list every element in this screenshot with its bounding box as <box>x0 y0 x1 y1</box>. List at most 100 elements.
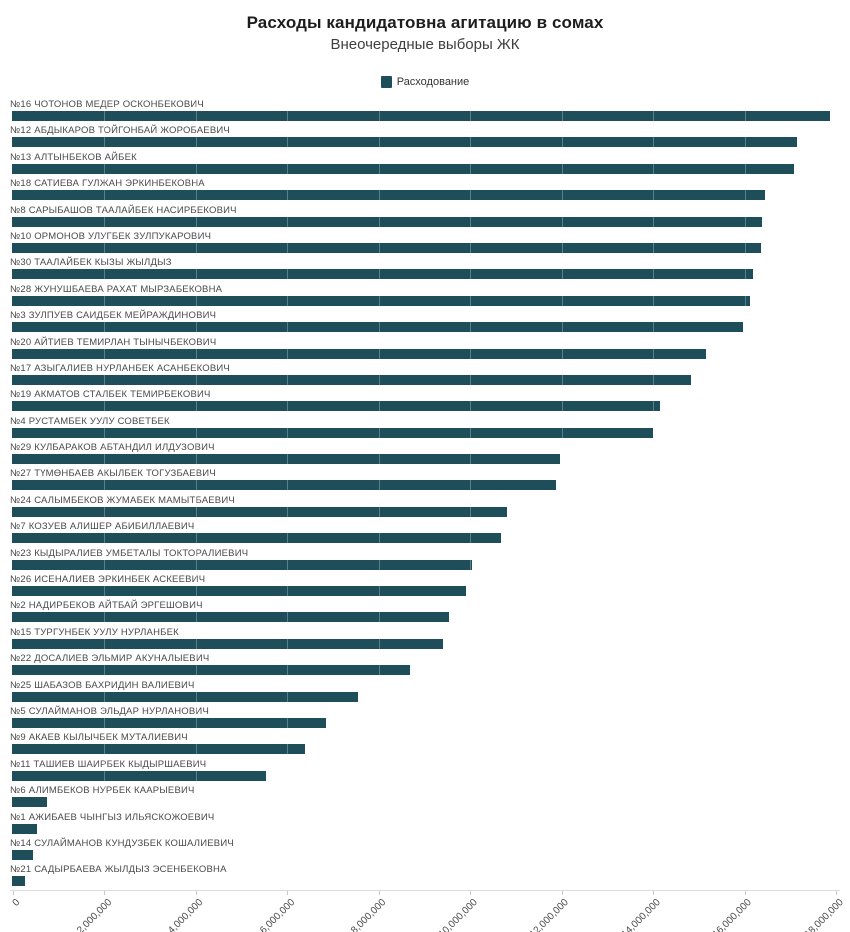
bar-row: №5 СУЛАЙМАНОВ ЭЛЬДАР НУРЛАНОВИЧ <box>10 705 840 731</box>
expense-bar[interactable] <box>12 454 560 465</box>
bar-row: №20 АЙТИЕВ ТЕМИРЛАН ТЫНЫЧБЕКОВИЧ <box>10 336 840 362</box>
expense-bar[interactable] <box>12 322 743 333</box>
candidate-label: №3 ЗУЛПУЕВ САИДБЕК МЕЙРАЖДИНОВИЧ <box>10 310 217 322</box>
bar-row: №28 ЖУНУШБАЕВА РАХАТ МЫРЗАБЕКОВНА <box>10 283 840 309</box>
expense-bar[interactable] <box>12 374 692 385</box>
x-tick-label: 14,000,000 <box>619 897 663 932</box>
candidate-label: №2 НАДИРБЕКОВ АЙТБАЙ ЭРГЕШОВИЧ <box>10 600 203 612</box>
expense-bar[interactable] <box>12 612 449 623</box>
bar-row: №4 РУСТАМБЕК УУЛУ СОВЕТБЕК <box>10 415 840 441</box>
x-tick-label: 4,000,000 <box>166 897 206 932</box>
bar-row: №26 ИСЕНАЛИЕВ ЭРКИНБЕК АСКЕЕВИЧ <box>10 573 840 599</box>
expense-bar[interactable] <box>12 717 327 728</box>
bar-row: №27 ТҮМӨНБАЕВ АКЫЛБЕК ТОГУЗБАЕВИЧ <box>10 467 840 493</box>
legend-swatch-icon <box>380 76 392 88</box>
expense-bar[interactable] <box>12 111 830 121</box>
bar-row: №16 ЧОТОНОВ МЕДЕР ОСКОНБЕКОВИЧ <box>10 98 840 124</box>
x-tick-mark <box>195 891 197 895</box>
candidate-label: №26 ИСЕНАЛИЕВ ЭРКИНБЕК АСКЕЕВИЧ <box>10 574 206 586</box>
expense-bar[interactable] <box>12 137 798 148</box>
x-tick-mark <box>653 891 654 895</box>
candidate-label: №4 РУСТАМБЕК УУЛУ СОВЕТБЕК <box>10 415 170 427</box>
bar-row: №17 АЗЫГАЛИЕВ НУРЛАНБЕК АСАНБЕКОВИЧ <box>10 362 840 388</box>
bar-row: №12 АБДЫКАРОВ ТОЙГОНБАЙ ЖОРОБАЕВИЧ <box>10 124 840 150</box>
x-tick-mark <box>378 891 380 895</box>
expense-bar[interactable] <box>12 797 48 808</box>
expense-bar[interactable] <box>12 744 306 755</box>
chart-title: Расходы кандидатовна агитацию в сомах <box>246 13 604 32</box>
expense-bar[interactable] <box>12 190 765 201</box>
bar-row: №1 АЖИБАЕВ ЧЫНГЫЗ ИЛЬЯСКОЖОЕВИЧ <box>10 811 840 837</box>
chart-subtitle: Внеочередные выборы ЖК <box>330 36 520 53</box>
expense-bar[interactable] <box>12 401 661 412</box>
expense-bar[interactable] <box>12 427 653 438</box>
candidate-label: №30 ТААЛАЙБЕК КЫЗЫ ЖЫЛДЫЗ <box>10 257 172 269</box>
bar-row: №6 АЛИМБЕКОВ НУРБЕК КААРЫЕВИЧ <box>10 784 840 810</box>
bar-row: №11 ТАШИЕВ ШАИРБЕК КЫДЫРШАЕВИЧ <box>10 758 840 784</box>
expense-bar[interactable] <box>12 559 473 570</box>
expense-bar[interactable] <box>12 163 795 174</box>
candidate-label: №27 ТҮМӨНБАЕВ АКЫЛБЕК ТОГУЗБАЕВИЧ <box>10 468 216 480</box>
x-tick-label: 2,000,000 <box>74 897 114 932</box>
x-tick-label: 16,000,000 <box>711 897 755 932</box>
x-tick-mark <box>744 891 746 895</box>
expense-bar[interactable] <box>12 876 25 887</box>
x-tick-mark <box>287 891 288 895</box>
candidate-label: №5 СУЛАЙМАНОВ ЭЛЬДАР НУРЛАНОВИЧ <box>10 705 209 717</box>
candidate-label: №17 АЗЫГАЛИЕВ НУРЛАНБЕК АСАНБЕКОВИЧ <box>10 362 230 374</box>
bar-row: №19 АКМАТОВ СТАЛБЕК ТЕМИРБЕКОВИЧ <box>10 388 840 414</box>
candidate-label: №20 АЙТИЕВ ТЕМИРЛАН ТЫНЫЧБЕКОВИЧ <box>10 336 217 348</box>
x-tick-label: 18,000,000 <box>802 897 846 932</box>
candidate-label: №19 АКМАТОВ СТАЛБЕК ТЕМИРБЕКОВИЧ <box>10 389 211 401</box>
expense-bar[interactable] <box>12 586 467 597</box>
candidate-label: №8 САРЫБАШОВ ТААЛАЙБЕК НАСИРБЕКОВИЧ <box>10 204 237 216</box>
expense-bar[interactable] <box>12 665 410 676</box>
candidate-label: №1 АЖИБАЕВ ЧЫНГЫЗ ИЛЬЯСКОЖОЕВИЧ <box>10 811 215 823</box>
x-tick-mark <box>104 891 105 895</box>
x-tick-label: 8,000,000 <box>349 897 389 932</box>
expense-bar[interactable] <box>12 823 38 834</box>
expense-bar[interactable] <box>12 770 266 781</box>
bar-row: №23 КЫДЫРАЛИЕВ УМБЕТАЛЫ ТОКТОРАЛИЕВИЧ <box>10 547 840 573</box>
bar-row: №10 ОРМОНОВ УЛУГБЕК ЗУЛПУКАРОВИЧ <box>10 230 840 256</box>
bar-row: №25 ШАБАЗОВ БАХРИДИН ВАЛИЕВИЧ <box>10 679 840 705</box>
x-tick-mark <box>12 891 14 895</box>
candidate-label: №29 КУЛБАРАКОВ АБТАНДИЛ ИЛДУЗОВИЧ <box>10 442 215 454</box>
candidate-label: №6 АЛИМБЕКОВ НУРБЕК КААРЫЕВИЧ <box>10 785 195 797</box>
expense-bar[interactable] <box>12 242 762 253</box>
bar-row: №21 САДЫРБАЕВА ЖЫЛДЫЗ ЭСЕНБЕКОВНА <box>10 863 840 889</box>
bar-row: №30 ТААЛАЙБЕК КЫЗЫ ЖЫЛДЫЗ <box>10 256 840 282</box>
bar-row: №29 КУЛБАРАКОВ АБТАНДИЛ ИЛДУЗОВИЧ <box>10 441 840 467</box>
expense-bar[interactable] <box>12 506 507 517</box>
expense-bar[interactable] <box>12 348 706 359</box>
bar-row: №15 ТУРГУНБЕК УУЛУ НУРЛАНБЕК <box>10 626 840 652</box>
expense-bar[interactable] <box>12 638 444 649</box>
x-tick-label: 0 <box>10 897 23 909</box>
expense-bar[interactable] <box>12 216 762 227</box>
x-tick-label: 12,000,000 <box>528 897 572 932</box>
x-tick-mark <box>836 891 837 895</box>
bar-row: №18 САТИЕВА ГУЛЖАН ЭРКИНБЕКОВНА <box>10 177 840 203</box>
bar-row: №14 СУЛАЙМАНОВ КУНДУЗБЕК КОШАЛИЕВИЧ <box>10 837 840 863</box>
expense-bar[interactable] <box>12 295 750 306</box>
candidate-label: №23 КЫДЫРАЛИЕВ УМБЕТАЛЫ ТОКТОРАЛИЕВИЧ <box>10 547 249 559</box>
bar-row: №7 КОЗУЕВ АЛИШЕР АБИБИЛЛАЕВИЧ <box>10 520 840 546</box>
candidate-label: №21 САДЫРБАЕВА ЖЫЛДЫЗ ЭСЕНБЕКОВНА <box>10 864 227 876</box>
expense-bar[interactable] <box>12 533 501 544</box>
expense-bar[interactable] <box>12 691 359 702</box>
bar-row: №2 НАДИРБЕКОВ АЙТБАЙ ЭРГЕШОВИЧ <box>10 599 840 625</box>
chart-legend: Расходование <box>0 76 850 88</box>
candidate-label: №25 ШАБАЗОВ БАХРИДИН ВАЛИЕВИЧ <box>10 679 195 691</box>
candidate-label: №7 КОЗУЕВ АЛИШЕР АБИБИЛЛАЕВИЧ <box>10 521 195 533</box>
expense-bar[interactable] <box>12 849 33 860</box>
x-tick-label: 6,000,000 <box>257 897 297 932</box>
legend-label: Расходование <box>396 76 470 88</box>
bar-row: №22 ДОСАЛИЕВ ЭЛЬМИР АКУНАЛЫЕВИЧ <box>10 652 840 678</box>
x-tick-label: 10,000,000 <box>436 897 480 932</box>
expense-bar[interactable] <box>12 269 753 280</box>
candidate-label: №28 ЖУНУШБАЕВА РАХАТ МЫРЗАБЕКОВНА <box>10 283 223 295</box>
candidate-label: №14 СУЛАЙМАНОВ КУНДУЗБЕК КОШАЛИЕВИЧ <box>10 837 234 849</box>
expense-bar[interactable] <box>12 480 556 491</box>
candidate-label: №12 АБДЫКАРОВ ТОЙГОНБАЙ ЖОРОБАЕВИЧ <box>10 125 230 137</box>
